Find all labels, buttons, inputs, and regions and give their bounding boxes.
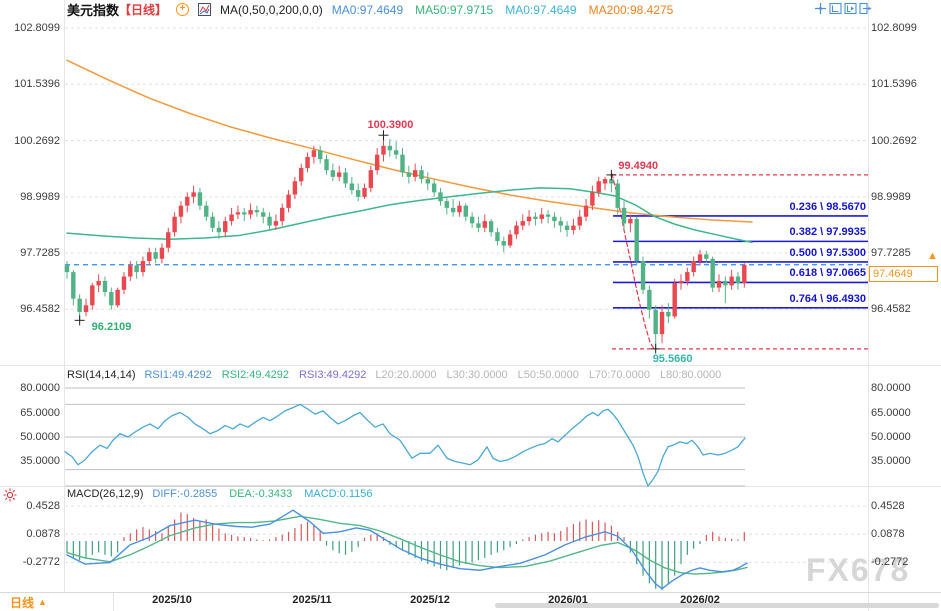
current-price-tag: 97.4649	[869, 265, 938, 282]
macd-axis-tick-right: 0.4528	[871, 500, 905, 513]
period-selector[interactable]: 日线 ▲	[0, 593, 114, 611]
candlestick-mini-icon[interactable]	[198, 3, 212, 16]
price-axis-tick-left: 101.5396	[14, 78, 60, 91]
rsi-level-value: L80:80.0000	[660, 369, 722, 381]
rsi-axis-tick-right: 50.0000	[871, 431, 911, 443]
chart-header: 美元指数 【日线】 + MA(0,50,0,200,0,0) MA0:97.464…	[67, 2, 674, 19]
chart-toolbar	[814, 2, 872, 15]
left-axis-separator	[64, 0, 65, 611]
fib-level-label: 0.236 \ 98.5670	[789, 200, 866, 213]
ma-values-group: MA0:97.4649 MA50:97.9715 MA0:97.4649 MA200:…	[332, 3, 674, 17]
macd-panel-separator	[0, 486, 941, 487]
period-selector-arrow-icon: ▲	[38, 597, 47, 607]
rsi-axis-tick-left: 80.0000	[20, 382, 60, 394]
rsi-level-value: L70:70.0000	[588, 369, 651, 381]
macd-series-value: MACD:0.1156	[304, 488, 373, 500]
horizontal-scrollbar[interactable]	[495, 603, 939, 608]
rsi-axis-tick-right: 80.0000	[871, 382, 911, 394]
fib-level-label: 0.382 \ 97.9935	[789, 226, 866, 239]
macd-axis-tick-right: -0.2772	[871, 556, 909, 569]
ma-value: MA0:97.4649	[505, 2, 577, 17]
rsi-series-value: RSI3:49.4292	[299, 369, 367, 381]
macd-series-values: DIFF:-0.2855 DEA:-0.3433 MACD:0.1156	[152, 488, 372, 500]
rsi-level-value: L50:50.0000	[517, 369, 579, 381]
rsi-series-values: RSI1:49.4292 RSI2:49.4292 RSI3:49.4292	[144, 369, 366, 381]
play-chart-icon[interactable]	[844, 2, 857, 15]
right-axis-separator	[868, 0, 869, 611]
price-axis-tick-left: 97.7285	[20, 247, 60, 260]
price-annotation: 95.5660	[652, 352, 693, 365]
price-axis-tick-left: 102.8099	[14, 22, 60, 34]
price-annotation: 99.4940	[618, 159, 659, 172]
price-axis-tick-right: 101.5396	[871, 78, 917, 91]
ma-settings-label: MA(0,50,0,200,0,0)	[220, 2, 323, 17]
macd-axis-tick-left: 0.0878	[26, 528, 60, 541]
price-axis-tick-left: 100.2692	[14, 134, 60, 147]
price-axis-tick-right: 98.9989	[871, 190, 911, 203]
rsi-level-value: L30:30.0000	[446, 369, 508, 381]
rsi-level-value: L20:20.0000	[375, 369, 437, 381]
add-indicator-icon[interactable]: +	[176, 3, 190, 16]
rsi-level-values: L20:20.0000 L30:30.0000 L50:50.0000 L70:70.…	[375, 369, 721, 381]
ma-value: MA50:97.9715	[415, 2, 494, 17]
rsi-series-value: RSI1:49.4292	[144, 369, 212, 381]
date-axis-label: 2025/12	[410, 594, 450, 606]
macd-series-value: DEA:-0.3433	[229, 488, 293, 500]
date-axis-label: 2025/10	[152, 594, 192, 606]
symbol-name: 美元指数	[67, 3, 120, 18]
macd-axis-tick-left: 0.4528	[26, 500, 60, 513]
price-axis-tick-right: 102.8099	[871, 22, 917, 34]
price-axis-tick-left: 96.4582	[20, 303, 60, 316]
price-axis-tick-left: 98.9989	[20, 190, 60, 203]
rsi-axis-tick-left: 35.0000	[20, 455, 60, 468]
sun-icon[interactable]	[2, 487, 18, 503]
price-axis-tick-right: 100.2692	[871, 134, 917, 147]
fib-level-label: 0.500 \ 97.5300	[789, 246, 866, 259]
fit-chart-icon[interactable]	[829, 2, 842, 15]
rsi-axis-tick-left: 50.0000	[20, 431, 60, 443]
macd-axis-tick-right: 0.0878	[871, 528, 905, 541]
price-annotation: 96.2109	[91, 321, 132, 334]
rsi-title: RSI(14,14,14)	[67, 369, 136, 381]
ma-value: MA200:98.4275	[588, 2, 674, 17]
macd-header: MACD(26,12,9) DIFF:-0.2855 DEA:-0.3433 MAC…	[67, 488, 373, 500]
rsi-header: RSI(14,14,14) RSI1:49.4292 RSI2:49.4292 RS…	[67, 369, 721, 381]
price-annotation: 100.3900	[367, 119, 414, 132]
price-axis-tick-right: 96.4582	[871, 303, 911, 316]
scroll-to-latest-icon[interactable]: ▲	[927, 249, 938, 262]
fx678-watermark: FX678	[806, 552, 911, 588]
rsi-axis-tick-right: 65.0000	[871, 406, 911, 419]
date-axis-separator	[0, 592, 941, 593]
rsi-series-value: RSI2:49.4292	[221, 369, 290, 381]
date-axis-label: 2025/11	[292, 594, 332, 606]
ma-value: MA0:97.4649	[331, 2, 404, 17]
shift-right-icon[interactable]	[859, 2, 872, 15]
rsi-panel-separator	[0, 365, 941, 366]
period-tag: 【日线】	[119, 3, 168, 17]
rsi-axis-tick-left: 65.0000	[20, 406, 60, 419]
macd-title: MACD(26,12,9)	[67, 488, 144, 500]
fib-level-label: 0.764 \ 96.4930	[789, 292, 866, 305]
period-selector-label: 日线	[10, 595, 35, 610]
crosshair-icon[interactable]	[814, 2, 827, 15]
price-axis-tick-right: 97.7285	[871, 247, 911, 260]
macd-axis-tick-left: -0.2772	[22, 556, 60, 569]
macd-series-value: DIFF:-0.2855	[152, 488, 218, 500]
rsi-axis-tick-right: 35.0000	[871, 455, 911, 468]
fib-level-label: 0.618 \ 97.0665	[789, 267, 866, 280]
